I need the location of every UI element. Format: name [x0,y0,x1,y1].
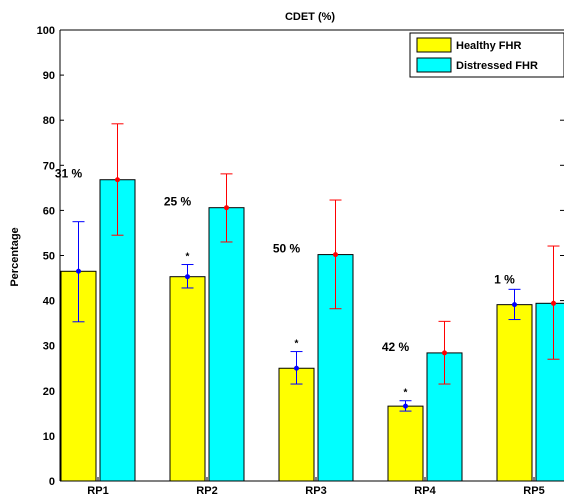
x-tick-label: RP2 [196,485,217,497]
significance-marker: * [404,388,408,399]
y-tick-label: 30 [43,341,55,353]
annotations: 31 % 25 % * 50 % * 42 % * 1 % [55,167,515,399]
percentage-annotation: 50 % [273,242,301,256]
significance-marker: * [186,252,190,263]
mean-marker [115,177,120,183]
bar-distressed [535,302,564,482]
significance-marker: * [295,339,299,350]
mean-marker [512,302,517,308]
y-tick-label: 70 [43,160,55,172]
mean-marker [76,268,81,274]
axes: 0 10 20 30 40 50 60 70 80 90 100 RP1 RP2 RP3 RP4 RP5 [37,25,564,497]
bars [60,179,564,482]
mean-marker [551,300,556,306]
mean-marker [224,205,229,211]
y-axis-label: Percentage [9,227,21,286]
bar-healthy [387,405,424,482]
y-tick-label: 10 [43,431,55,443]
x-tick-label: RP3 [305,485,326,497]
mean-marker [442,350,447,356]
legend-swatch-distressed [416,57,452,73]
percentage-annotation: 1 % [494,272,515,286]
mean-marker [333,252,338,258]
bar-distressed [208,207,245,482]
percentage-annotation: 42 % [382,340,410,354]
legend-label-distressed: Distressed FHR [456,60,538,72]
y-tick-label: 60 [43,205,55,217]
x-tick-label: RP5 [523,485,544,497]
y-tick-label: 50 [43,251,55,263]
mean-marker [403,403,408,409]
y-tick-label: 80 [43,115,55,127]
chart-title: CDET (%) [285,11,335,23]
y-tick-label: 0 [49,476,55,488]
error-bars [72,123,560,412]
x-tick-label: RP4 [414,485,436,497]
percentage-annotation: 31 % [55,167,83,181]
percentage-annotation: 25 % [164,195,192,209]
bar-healthy [169,276,206,482]
bar-healthy [278,367,315,482]
mean-marker [294,365,299,371]
y-tick-label: 100 [37,25,55,37]
y-tick-label: 20 [43,386,55,398]
legend: Healthy FHR Distressed FHR [409,32,564,78]
legend-label-healthy: Healthy FHR [456,40,521,52]
mean-marker [185,274,190,280]
bar-healthy [496,304,533,482]
y-tick-label: 90 [43,70,55,82]
y-tick-label: 40 [43,296,55,308]
x-tick-label: RP1 [87,485,108,497]
legend-swatch-healthy [416,37,452,53]
